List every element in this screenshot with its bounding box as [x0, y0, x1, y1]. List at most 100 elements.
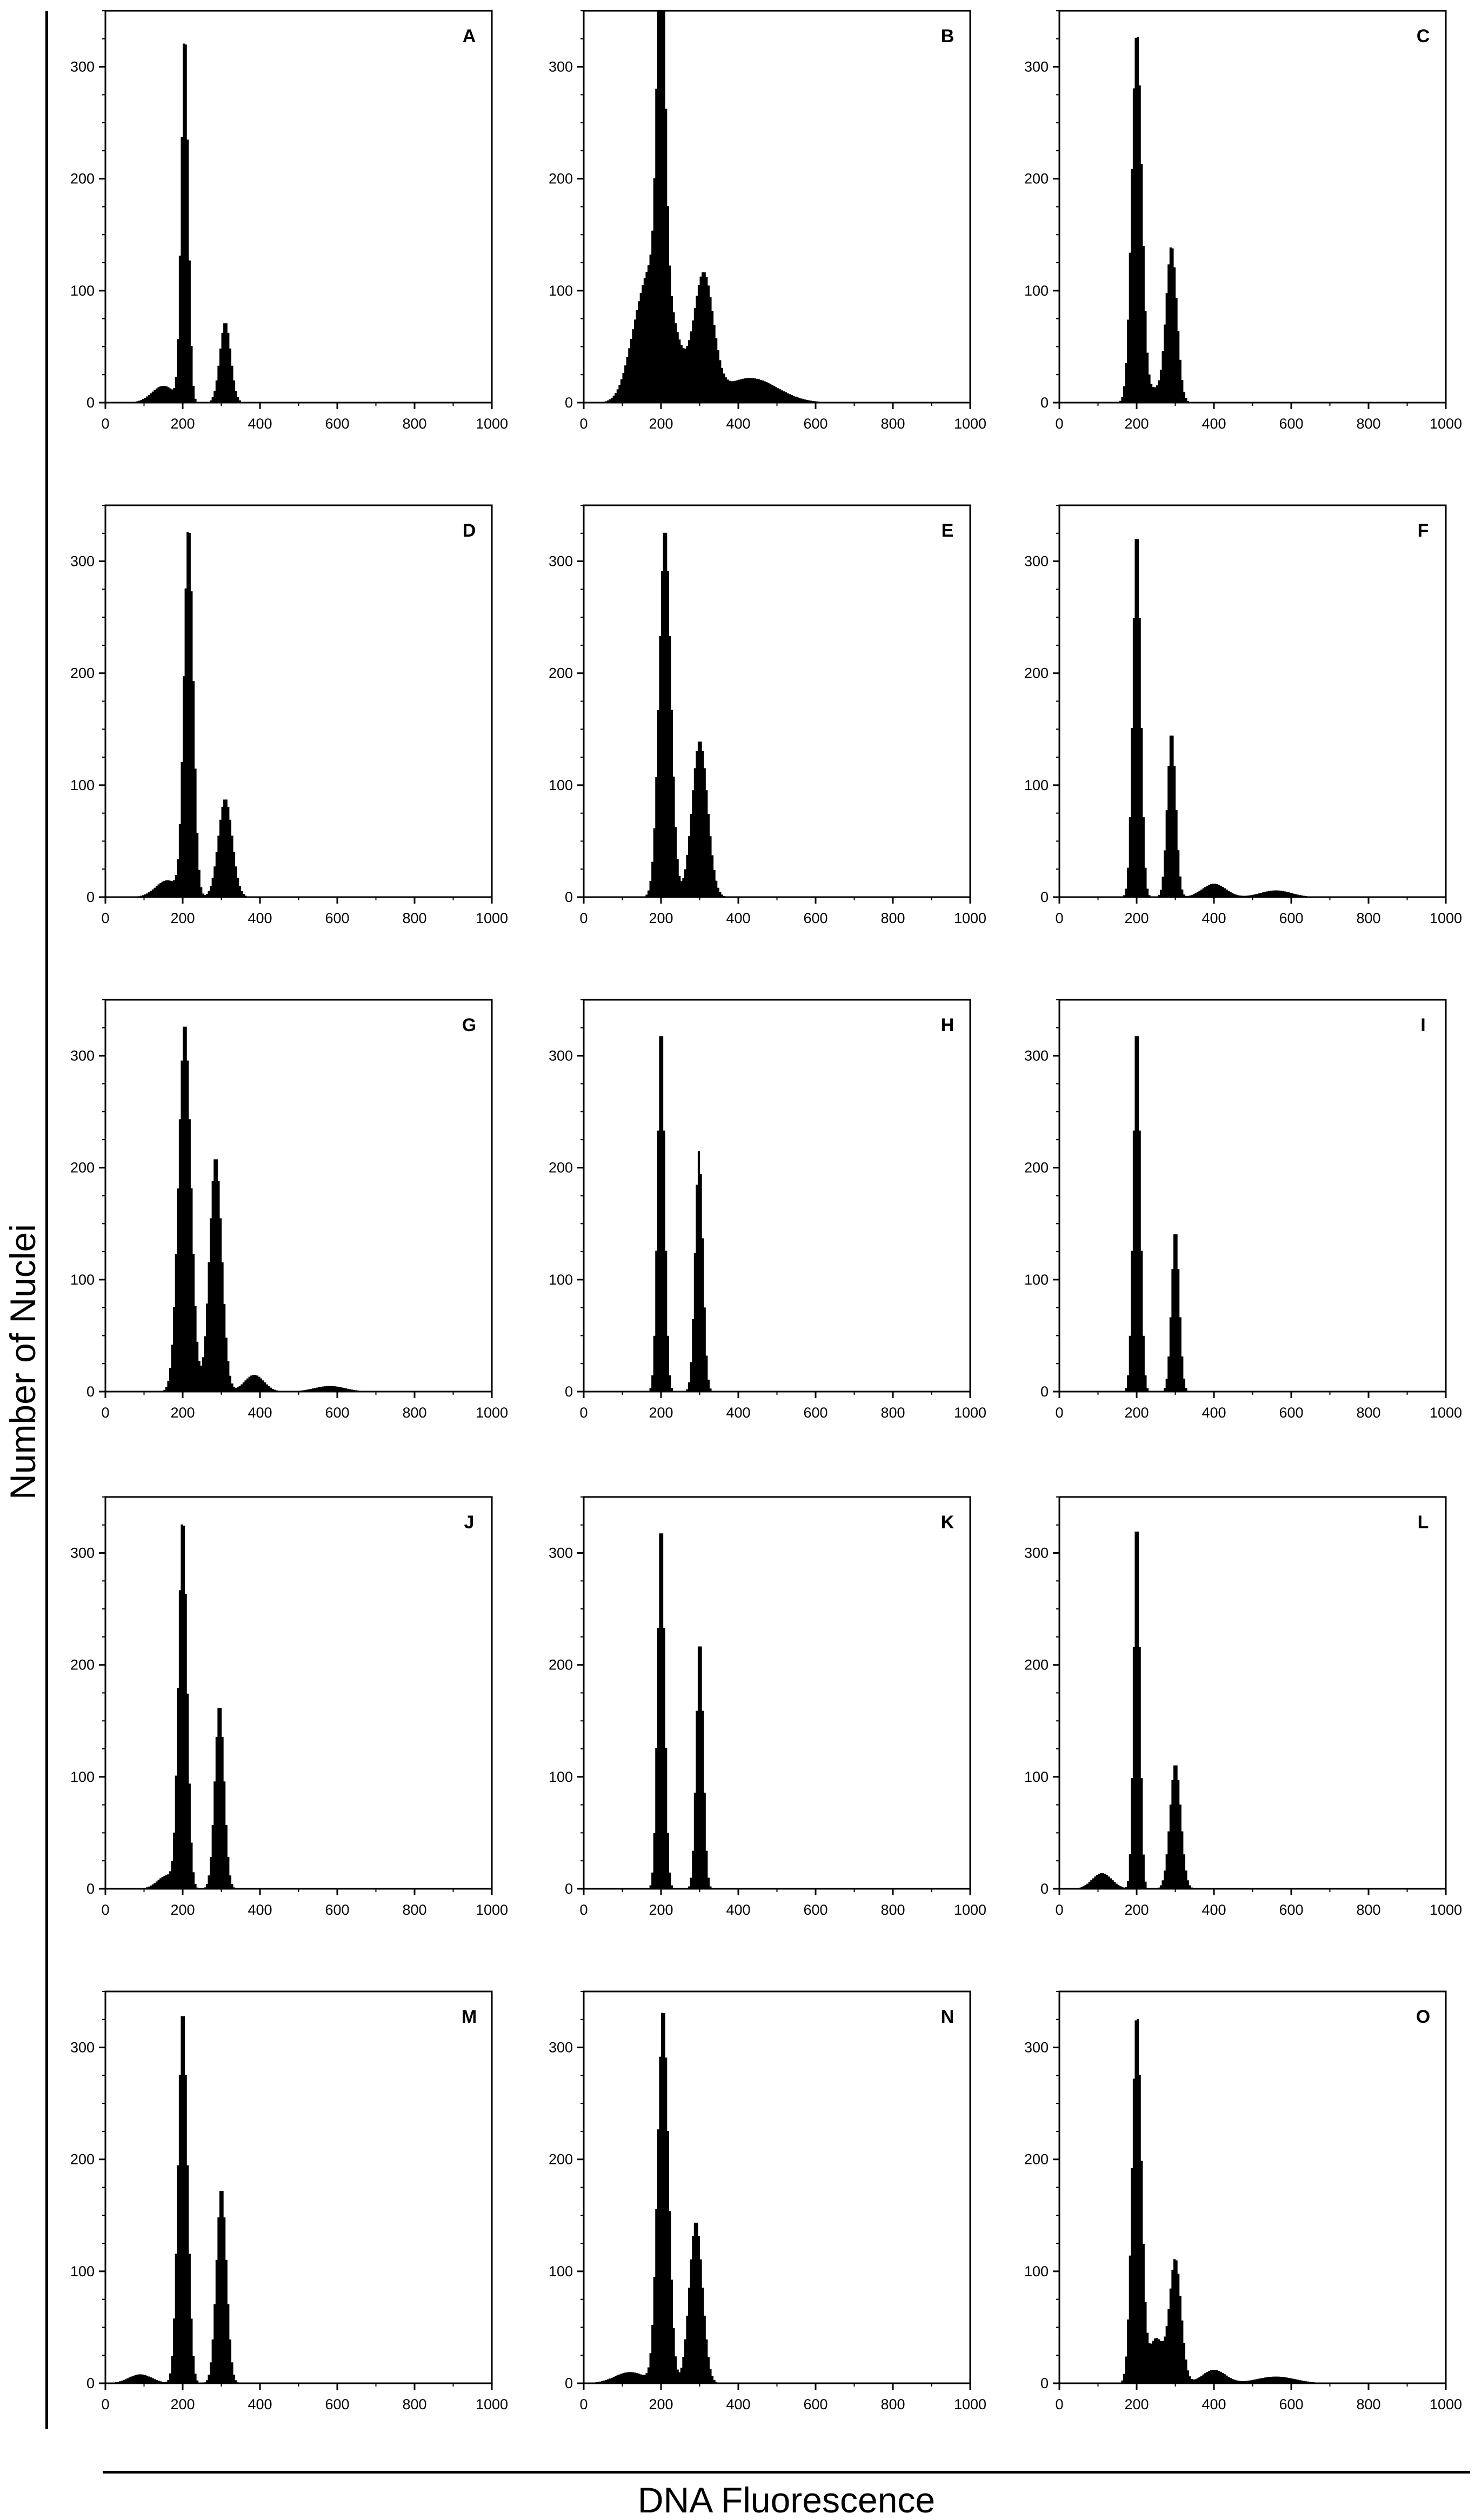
histogram-bar	[146, 396, 149, 403]
histogram-bar	[601, 2381, 604, 2383]
histogram-bar	[331, 1386, 334, 1392]
histogram-bar	[1148, 2343, 1151, 2383]
histogram-bar	[211, 397, 214, 403]
histogram-bar	[325, 1386, 328, 1392]
histogram-bar	[229, 1875, 231, 1889]
histogram-bar	[271, 1388, 274, 1392]
histogram-bar	[692, 320, 695, 403]
histogram-bar	[659, 636, 662, 897]
histogram-bar	[306, 1389, 309, 1392]
histogram-bar	[128, 2377, 131, 2383]
x-tick-label: 600	[1279, 910, 1303, 926]
histogram-bar	[140, 2374, 143, 2383]
histogram-bar	[693, 1793, 696, 1889]
x-tick-label: 200	[170, 416, 195, 432]
histogram-bar	[1134, 539, 1137, 897]
histogram-bar	[238, 400, 241, 403]
histogram-bar	[1249, 2380, 1251, 2383]
x-tick-label: 600	[803, 1405, 827, 1421]
histogram-bar	[329, 1386, 332, 1392]
histogram-bar	[1125, 888, 1127, 897]
histogram-bar	[802, 399, 805, 403]
histogram-bar	[221, 2191, 224, 2383]
histogram-bar	[217, 1708, 220, 1889]
histogram-bar	[188, 260, 191, 403]
x-tick-label: 400	[1202, 910, 1226, 926]
histogram-bar	[225, 1824, 228, 1889]
histogram-bar	[734, 380, 737, 403]
histogram-bar	[178, 2075, 182, 2383]
histogram-bar	[757, 379, 760, 403]
histogram-bar	[1227, 2377, 1230, 2383]
histogram-bar	[169, 1368, 172, 1392]
histogram-bar	[1225, 2375, 1228, 2383]
x-tick-label: 400	[248, 910, 272, 926]
histogram-bar	[194, 768, 197, 897]
x-tick-label: 400	[248, 1902, 272, 1918]
histogram-bar	[705, 2339, 708, 2383]
histogram-bar	[167, 1380, 170, 1392]
panel-label: I	[1420, 1015, 1425, 1035]
histogram-bar	[647, 265, 650, 403]
histogram-bar	[690, 2259, 692, 2383]
histogram-bar	[649, 1388, 652, 1392]
histogram-bar	[692, 1319, 695, 1392]
histogram-bar	[183, 676, 185, 897]
histogram-bar	[1138, 1130, 1141, 1392]
histogram-bar	[1158, 380, 1160, 403]
histogram-bar	[1214, 2370, 1217, 2383]
histogram-bar	[183, 2016, 185, 2383]
histogram-bar	[599, 2381, 602, 2383]
histogram-bar	[670, 1885, 673, 1889]
histogram-bar	[811, 400, 815, 403]
histogram-bar	[1137, 539, 1139, 897]
histogram-bar	[663, 1130, 665, 1392]
y-tick-label: 0	[565, 395, 573, 411]
histogram-bar	[167, 880, 170, 897]
histogram-bar	[132, 2376, 135, 2383]
histogram-bar	[1177, 2274, 1180, 2383]
histogram-bar	[184, 2075, 187, 2383]
histogram-bar	[1218, 2371, 1220, 2383]
histogram-bar	[711, 855, 714, 897]
histogram-bar	[1119, 1886, 1122, 1889]
histogram-bar	[657, 1627, 660, 1889]
histogram-bar	[1270, 2376, 1272, 2383]
histogram-bar	[144, 2375, 146, 2383]
x-tick-label: 600	[1279, 1902, 1303, 1918]
histogram-bar	[703, 272, 706, 403]
histogram-bar	[686, 346, 689, 403]
histogram-bar	[1171, 1269, 1174, 1392]
y-tick-label: 0	[86, 2375, 95, 2391]
histogram-bar	[720, 894, 723, 897]
histogram-bar	[1162, 877, 1164, 897]
y-tick-label: 0	[86, 395, 95, 411]
histogram-bar	[1144, 1881, 1147, 1889]
histogram-bar	[1252, 2379, 1255, 2383]
histogram-bar	[1144, 1375, 1147, 1392]
panel-label: A	[463, 26, 476, 46]
histogram-bar	[231, 835, 233, 897]
histogram-bar	[1306, 2381, 1309, 2383]
histogram-bar	[192, 2356, 195, 2383]
histogram-bar	[161, 1877, 164, 1889]
histogram-bar	[747, 378, 751, 403]
histogram-bar	[1113, 1882, 1116, 1889]
histogram-bar	[1146, 2332, 1149, 2383]
histogram-bar	[715, 338, 718, 403]
histogram-bar	[1140, 728, 1143, 897]
panel-k: 0 100 200 300 0 200 400 600 800 1000 K	[549, 1496, 986, 1918]
x-tick-label: 600	[325, 2396, 349, 2412]
histogram-bar	[205, 1884, 209, 1889]
histogram-bar	[1216, 884, 1218, 897]
histogram-bar	[1164, 2336, 1166, 2383]
histogram-bar	[655, 1748, 658, 1889]
histogram-bar	[232, 380, 236, 403]
histogram-bar	[273, 1389, 276, 1392]
histogram-bar	[756, 378, 758, 403]
y-tick-label: 100	[70, 2263, 95, 2280]
histogram-bar	[1158, 895, 1160, 897]
histogram-bar	[142, 895, 145, 897]
histogram-bar	[651, 861, 654, 897]
